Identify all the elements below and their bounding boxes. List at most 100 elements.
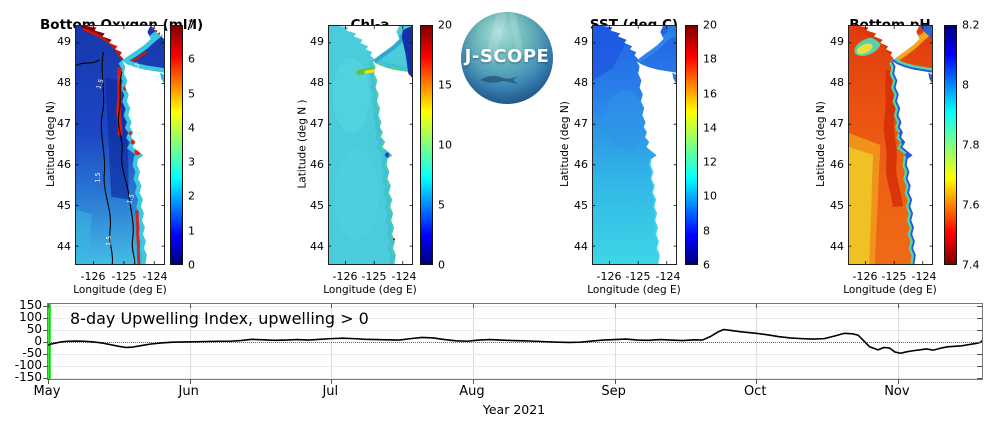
x-tick-mark [473,379,475,384]
lat-tick: 47 [574,117,588,130]
colorbar-tick: 2 [188,189,195,203]
lon-tick: -125 [625,270,651,283]
y-axis-label: Latitude (deg N) [558,101,571,187]
lat-tick: 46 [830,158,844,171]
y-tick-mark [977,341,982,343]
colorbar-tick: 20 [703,18,717,32]
ts-x-tick: Nov [884,384,910,399]
contour-label-1.5: 1.5 [95,78,106,90]
ts-y-tick: 150 [19,297,42,312]
lat-tick: 44 [574,240,588,253]
lon-tick: -125 [111,270,137,283]
y-axis-label: Latitude (deg N) [814,101,827,187]
colorbar-tick: 8 [703,224,710,238]
ts-x-tick: Aug [459,384,485,399]
x-tick-mark [189,379,191,384]
colorbar-tick: 10 [438,138,452,152]
lat-tick: 45 [574,199,588,212]
x-tick-mark [898,304,900,308]
ts-y-tick: -50 [22,345,42,360]
upwelling-annotation: 8-day Upwelling Index, upwelling > 0 [70,309,369,328]
y-tick-mark [43,341,48,343]
colorbar-tick: 4 [188,121,195,135]
y-tick-mark [43,377,48,379]
colorbar-tick: 7 [188,18,195,32]
lat-tick: 47 [310,117,324,130]
lat-tick: 44 [830,240,844,253]
x-axis-label: Longitude (deg E) [587,284,681,296]
ts-y-tick: 100 [19,309,42,324]
colorbar-tick: 6 [703,258,710,272]
lat-tick: 47 [830,117,844,130]
lon-tick: -125 [881,270,907,283]
bottom-ph-map-art [849,26,932,264]
lon-tick: -124 [142,270,168,283]
lat-tick: 44 [310,240,324,253]
y-tick-mark [977,353,982,355]
y-tick-mark [977,305,982,307]
x-tick-mark [614,304,616,308]
lat-tick: 48 [57,76,71,89]
colorbar-tick: 10 [703,189,717,203]
x-tick-mark [48,379,49,384]
ts-y-tick: -150 [14,369,42,384]
y-tick-mark [43,329,48,331]
y-tick-mark [977,317,982,319]
fish-icon [480,75,518,84]
lat-tick: 44 [57,240,71,253]
colorbar-tick: 14 [703,121,717,135]
lon-tick: -126 [596,270,622,283]
y-tick-mark [43,305,48,307]
lon-tick: -125 [361,270,387,283]
lat-tick: 48 [574,76,588,89]
colorbar-tick: 7.4 [962,258,980,272]
lat-tick: 49 [830,35,844,48]
contour-label-1.5: 1.5 [104,235,113,246]
sst-map-art [593,26,676,264]
value-gridline [48,353,982,355]
value-gridline [48,317,982,319]
lat-tick: 45 [310,199,324,212]
ts-y-tick: 50 [26,321,42,336]
colorbar-tick: 0 [438,258,445,272]
colorbar-tick: 6 [188,52,195,66]
colorbar-chla [420,25,433,265]
ts-x-tick: Jul [322,384,339,399]
map-bottom-ph [848,25,933,265]
x-tick-mark [473,304,475,308]
colorbar-bottom-oxygen [170,25,183,265]
y-tick-mark [43,365,48,367]
value-gridline [48,329,982,331]
colorbar-tick: 3 [188,155,195,169]
ts-x-tick: Jun [178,384,199,399]
ts-y-tick: 0 [34,333,42,348]
y-axis-label: Latitude (deg N ) [296,99,309,189]
bottom-oxygen-map-art: 1.5 1.5 1.5 1.5 1.5 [76,26,164,264]
lat-tick: 48 [310,76,324,89]
x-tick-mark [898,379,900,384]
lon-tick: -124 [391,270,417,283]
zero-gridline [48,341,982,343]
x-tick-mark [189,304,191,308]
colorbar-tick: 8 [962,78,969,92]
lat-tick: 46 [310,158,324,171]
jscope-logo: J-SCOPE [461,11,553,104]
colorbar-sst [685,25,698,265]
contour-label-1.5: 1.5 [94,172,102,183]
lon-tick: -126 [332,270,358,283]
x-tick-mark [48,304,49,308]
lat-tick: 48 [830,76,844,89]
colorbar-tick: 18 [703,52,717,66]
map-sst [592,25,677,265]
lat-tick: 45 [830,199,844,212]
x-tick-mark [756,304,758,308]
lat-tick: 46 [574,158,588,171]
x-tick-mark [614,379,616,384]
chla-map-art [329,26,412,264]
y-tick-mark [977,377,982,379]
colorbar-tick: 5 [188,87,195,101]
value-gridline [48,365,982,367]
upwelling-index-line [48,330,982,354]
colorbar-tick: 1 [188,224,195,238]
